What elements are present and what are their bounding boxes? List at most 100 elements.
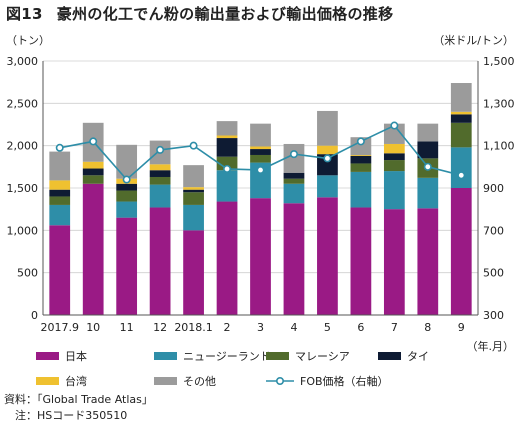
- bar-segment-4-3: [283, 172, 305, 179]
- bar-segment-5-3: [317, 154, 338, 176]
- bar-segment-11-2: [116, 190, 138, 202]
- bar-segment-9-2: [450, 122, 472, 148]
- fob-price-line: [55, 121, 466, 184]
- x-tick-label: 2018.1: [174, 321, 213, 334]
- bar-segment-3-5: [250, 123, 271, 147]
- bar-segment-2017.9-5: [49, 151, 71, 181]
- bar-segment-2018.1-5: [183, 165, 204, 188]
- note-text: HSコード350510: [37, 409, 128, 422]
- y2-tick-label: 1,300: [483, 97, 515, 110]
- bar-segment-12-4: [149, 164, 171, 171]
- bar-segment-7-1: [383, 171, 405, 210]
- x-axis-unit: （年.月）: [467, 339, 515, 353]
- bar-segment-4-1: [283, 183, 305, 204]
- x-tick-label: 2: [224, 321, 231, 334]
- bar-segment-5-0: [317, 197, 338, 315]
- y2-tick-label: 1,500: [483, 55, 515, 68]
- bar-segment-2017.9-2: [49, 196, 71, 205]
- bar-stacks: [49, 83, 472, 315]
- bar-segment-2018.1-0: [183, 230, 204, 315]
- chart-title: 図13 豪州の化工でん粉の輸出量および輸出価格の推移: [6, 3, 516, 24]
- bar-segment-10-0: [82, 183, 104, 315]
- bar-segment-9-4: [450, 111, 472, 115]
- y-tick-label: 500: [17, 267, 38, 280]
- x-tick-label: 6: [357, 321, 364, 334]
- x-tick-label: 3: [257, 321, 264, 334]
- bar-segment-2018.1-3: [183, 189, 204, 193]
- bar-segment-9-1: [450, 147, 472, 188]
- bar-segment-2018.1-4: [183, 187, 204, 190]
- legend-label-4: 台湾: [65, 374, 87, 388]
- y2-tick-label: 700: [483, 224, 504, 237]
- y-tick-label: 1,000: [7, 224, 39, 237]
- bar-segment-2017.9-4: [49, 180, 71, 190]
- legend-label-5: その他: [183, 375, 216, 388]
- y-tick-label: 2,000: [7, 140, 39, 153]
- bar-segment-2018.1-1: [183, 204, 204, 231]
- bar-segment-3-3: [250, 149, 271, 155]
- bar-segment-3-0: [250, 198, 271, 315]
- y-tick-label: 1,500: [7, 182, 39, 195]
- y2-tick-label: 300: [483, 309, 504, 322]
- bar-segment-9-3: [450, 114, 472, 123]
- legend-label-0: 日本: [65, 349, 87, 363]
- x-tick-label: 5: [324, 321, 331, 334]
- bar-segment-2-5: [216, 121, 238, 136]
- x-tick-label: 10: [86, 321, 100, 334]
- bar-segment-2-3: [216, 138, 238, 157]
- bar-segment-3-4: [250, 146, 271, 150]
- legend-label-line: FOB価格（右軸）: [300, 374, 389, 388]
- x-tick-label: 11: [120, 321, 134, 334]
- x-tick-label: 12: [153, 321, 167, 334]
- y2-tick-label: 1,100: [483, 140, 515, 153]
- bar-segment-11-1: [116, 201, 138, 218]
- bar-segment-7-3: [383, 153, 405, 161]
- x-tick-label: 4: [290, 321, 297, 334]
- x-tick-label: 9: [458, 321, 465, 334]
- bar-segment-10-4: [82, 161, 104, 169]
- right-axis-unit: （米ドル/トン）: [433, 34, 514, 47]
- fob-price-point-11: [122, 175, 131, 184]
- bar-segment-9-5: [450, 83, 472, 112]
- bar-segment-4-0: [283, 203, 305, 315]
- source-label: 資料：: [4, 393, 37, 406]
- bar-segment-12-0: [149, 207, 171, 315]
- bar-segment-5-4: [317, 145, 338, 155]
- fob-price-point-10: [89, 137, 98, 146]
- legend-label-1: ニュージーランド: [183, 350, 271, 363]
- bar-segment-7-2: [383, 160, 405, 172]
- fob-price-point-12: [156, 145, 165, 154]
- y2-tick-label: 500: [483, 267, 504, 280]
- fob-price-point-9: [457, 171, 466, 180]
- bar-segment-9-0: [450, 188, 472, 315]
- bar-segment-12-3: [149, 170, 171, 177]
- figure-title-text: 豪州の化工でん粉の輸出量および輸出価格の推移: [56, 5, 394, 23]
- bar-segment-2-2: [216, 156, 238, 171]
- bar-segment-11-0: [116, 217, 138, 315]
- fob-price-point-2018.1: [189, 141, 198, 150]
- bar-segment-6-5: [350, 137, 372, 155]
- legend-line-marker: [275, 376, 284, 385]
- bar-segment-2-1: [216, 170, 238, 202]
- fob-price-point-7: [390, 121, 399, 130]
- note-label: 注：: [15, 409, 37, 422]
- y2-tick-label: 900: [483, 182, 504, 195]
- source-row: 資料：「Global Trade Atlas」: [4, 392, 153, 408]
- legend-swatch-5: [154, 377, 177, 385]
- legend-swatch-1: [154, 352, 177, 360]
- bar-segment-6-3: [350, 155, 372, 164]
- axes: 0 500 1,000 1,500 2,000 2,500 3,000 300 500 700 90…: [6, 34, 515, 353]
- figure-number: 図13: [6, 5, 43, 23]
- fob-price-point-5: [323, 154, 332, 163]
- bar-segment-2017.9-0: [49, 225, 71, 315]
- bar-segment-8-1: [417, 177, 439, 209]
- fob-price-point-2017.9: [55, 143, 64, 152]
- bar-segment-4-2: [283, 178, 305, 184]
- bar-segment-2-4: [216, 135, 238, 139]
- bar-segment-8-0: [417, 208, 439, 315]
- bar-segment-11-5: [116, 144, 138, 179]
- bar-segment-12-2: [149, 176, 171, 185]
- fob-price-point-8: [423, 162, 432, 171]
